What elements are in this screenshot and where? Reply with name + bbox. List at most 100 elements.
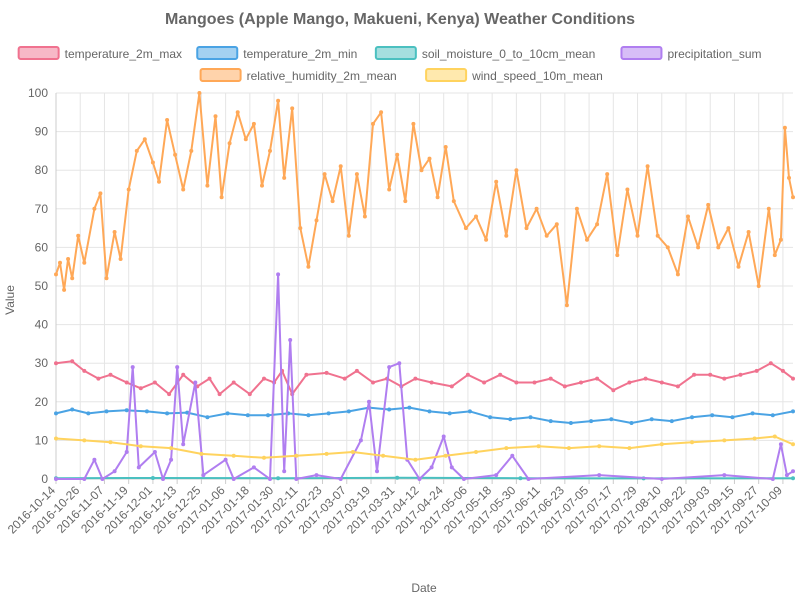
data-point xyxy=(780,368,785,373)
data-point xyxy=(173,152,178,157)
data-point xyxy=(262,455,266,460)
legend-item-soil-moisture-0-to-10cm-mean[interactable]: soil_moisture_0_to_10cm_mean xyxy=(374,46,595,61)
data-point xyxy=(371,380,375,385)
series-line xyxy=(55,406,794,424)
data-point xyxy=(108,440,113,445)
data-point xyxy=(92,457,97,462)
data-point xyxy=(772,253,777,258)
data-point xyxy=(568,421,573,425)
data-point xyxy=(276,98,281,103)
data-point xyxy=(564,303,569,308)
data-point xyxy=(268,148,272,153)
data-point xyxy=(738,372,743,377)
data-point xyxy=(589,419,594,424)
data-point xyxy=(574,206,579,211)
data-point xyxy=(585,237,589,242)
data-point xyxy=(659,380,664,385)
data-point xyxy=(690,440,694,445)
data-point xyxy=(379,110,384,115)
data-point xyxy=(534,206,539,211)
data-point xyxy=(276,272,281,277)
data-point xyxy=(207,376,212,381)
data-point xyxy=(645,164,650,169)
data-point xyxy=(754,368,759,373)
data-point xyxy=(189,148,194,153)
data-point xyxy=(181,372,186,377)
y-tick-label: 0 xyxy=(41,472,48,486)
legend-item-precipitation-sum[interactable]: precipitation_sum xyxy=(620,46,762,61)
data-point xyxy=(245,413,250,418)
data-point xyxy=(443,453,448,458)
data-point xyxy=(387,187,392,192)
data-point xyxy=(635,233,640,238)
legend-item-temperature-2m-max[interactable]: temperature_2m_max xyxy=(17,46,182,61)
data-point xyxy=(167,392,172,397)
data-point xyxy=(82,477,87,481)
data-point xyxy=(461,477,466,481)
data-point xyxy=(686,214,690,219)
legend-swatch xyxy=(620,46,663,60)
data-point xyxy=(465,372,470,377)
data-point xyxy=(86,411,91,416)
data-point xyxy=(730,415,735,420)
data-point xyxy=(367,399,371,404)
legend: temperature_2m_max temperature_2m_min soil… xyxy=(17,46,762,83)
data-point xyxy=(706,202,711,207)
data-point xyxy=(231,453,236,458)
data-point xyxy=(338,164,343,169)
data-point xyxy=(770,413,775,418)
y-axis-label: Value xyxy=(3,285,17,315)
data-point xyxy=(696,245,701,250)
data-point xyxy=(488,415,493,420)
data-point xyxy=(508,417,513,422)
chart-title: Mangoes (Apple Mango, Makueni, Kenya) We… xyxy=(165,11,635,28)
y-tick-label: 70 xyxy=(35,202,49,216)
data-point xyxy=(474,450,478,454)
data-point xyxy=(70,276,75,281)
data-point xyxy=(411,121,416,126)
data-point xyxy=(124,380,129,385)
data-point xyxy=(397,361,402,366)
data-point xyxy=(756,284,761,288)
data-point xyxy=(595,376,600,381)
data-point xyxy=(447,411,452,416)
data-point xyxy=(98,191,103,196)
legend-item-temperature-2m-min[interactable]: temperature_2m_min xyxy=(196,46,357,61)
data-point xyxy=(213,114,218,119)
data-point xyxy=(514,380,519,385)
data-point xyxy=(282,469,287,474)
data-point xyxy=(100,477,105,481)
data-point xyxy=(791,195,795,200)
data-point xyxy=(562,384,567,389)
series-line xyxy=(55,92,794,307)
data-point xyxy=(227,141,232,146)
data-point xyxy=(778,442,783,447)
data-point xyxy=(76,233,81,238)
data-point xyxy=(395,475,400,480)
legend-item-wind-speed-10m-mean[interactable]: wind_speed_10m_mean xyxy=(425,68,603,83)
data-point xyxy=(54,436,58,441)
data-point xyxy=(181,442,186,447)
series-wind-speed-10m-mean xyxy=(54,434,795,462)
data-point xyxy=(58,260,62,265)
data-point xyxy=(324,370,329,375)
data-point xyxy=(403,199,408,204)
data-point xyxy=(722,473,727,478)
data-point xyxy=(387,407,392,412)
data-point xyxy=(350,450,355,454)
data-point xyxy=(306,413,311,418)
data-point xyxy=(579,380,583,385)
data-point xyxy=(395,152,400,157)
data-point xyxy=(266,413,270,418)
data-point xyxy=(96,376,101,381)
data-point xyxy=(690,415,694,420)
y-tick-label: 90 xyxy=(35,125,49,139)
legend-item-relative-humidity-2m-mean[interactable]: relative_humidity_2m_mean xyxy=(199,68,397,83)
data-point xyxy=(262,376,266,381)
data-point xyxy=(112,469,117,474)
legend-swatch xyxy=(196,46,239,60)
data-point xyxy=(427,409,432,414)
data-point xyxy=(518,476,523,481)
data-point xyxy=(528,415,533,420)
